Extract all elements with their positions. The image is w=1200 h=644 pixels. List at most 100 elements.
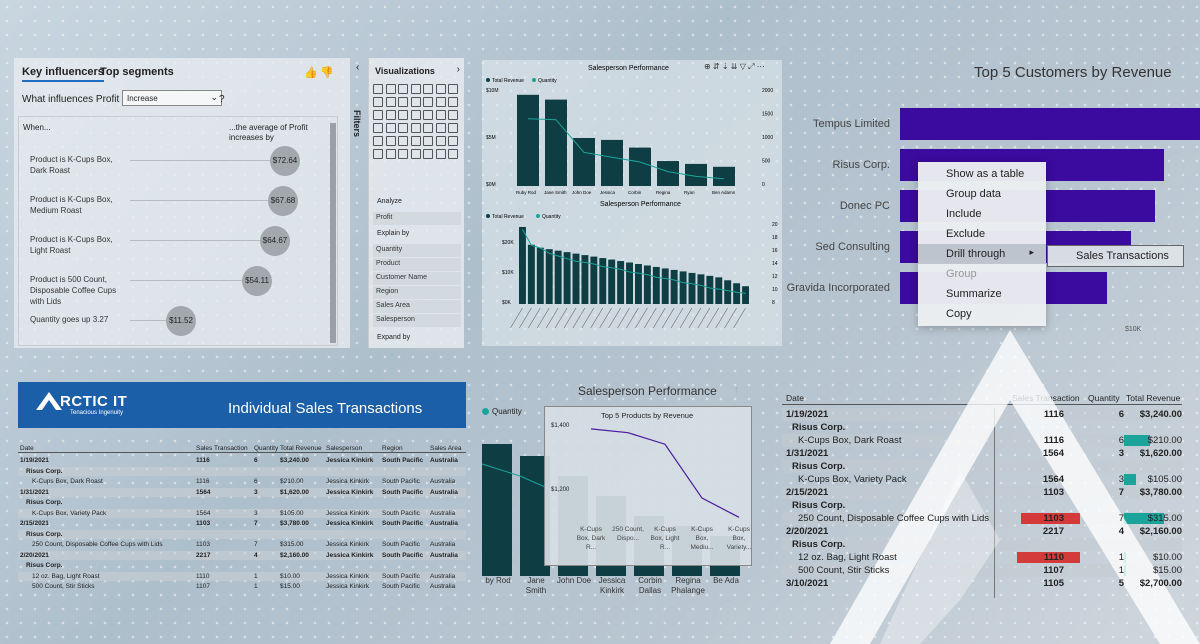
- visual-type-icon[interactable]: [435, 136, 446, 146]
- visual-type-icon[interactable]: [423, 84, 433, 94]
- sp2-category[interactable]: John Doe: [556, 576, 592, 585]
- customer-label[interactable]: Gravida Incorporated: [786, 282, 890, 294]
- sp2-category[interactable]: Be Ada: [713, 576, 739, 585]
- visual-type-icon[interactable]: [448, 84, 458, 94]
- visual-type-icon[interactable]: [373, 97, 383, 107]
- matrix-row[interactable]: Risus Corp.: [782, 499, 1182, 512]
- collapse-chevron-icon[interactable]: ‹: [356, 62, 360, 73]
- column-header[interactable]: Salesperson: [326, 445, 363, 452]
- visual-type-icon[interactable]: [448, 149, 458, 159]
- drill-up-icon[interactable]: ↑: [734, 384, 740, 396]
- thumbs-up-icon[interactable]: 👍: [304, 67, 318, 79]
- table-row[interactable]: K-Cups Box, Dark Roast 1116 6 $210.00 Jessic…: [18, 477, 466, 486]
- visual-type-icon[interactable]: [448, 110, 458, 120]
- visual-type-icon[interactable]: [398, 84, 408, 94]
- matrix-row[interactable]: K-Cups Box, Dark Roast 1116 6 $210.00: [782, 434, 1182, 447]
- matrix-row[interactable]: K-Cups Box, Variety Pack 1564 3 $105.00: [782, 473, 1182, 486]
- influencer-bubble[interactable]: $11.52: [166, 306, 196, 336]
- column-header[interactable]: Quantity: [1088, 393, 1120, 403]
- sp2-category[interactable]: by Rod: [485, 576, 511, 585]
- matrix-row[interactable]: 250 Count, Disposable Coffee Cups with L…: [782, 512, 1182, 525]
- visual-type-icon[interactable]: [373, 149, 383, 159]
- visual-type-icon[interactable]: [373, 123, 383, 133]
- matrix-row[interactable]: 2/20/2021 2217 4 $2,160.00: [782, 525, 1182, 538]
- customer-label[interactable]: Donec PC: [839, 200, 890, 212]
- customer-label[interactable]: Tempus Limited: [812, 118, 890, 130]
- visual-type-icon[interactable]: [410, 84, 421, 94]
- matrix-row[interactable]: 500 Count, Stir Sticks 1107 1 $15.00: [782, 564, 1182, 577]
- sp2-category[interactable]: Corbin Dallas: [638, 576, 662, 595]
- visual-type-icon[interactable]: [410, 136, 421, 146]
- menu-item-drill-through[interactable]: Drill through: [946, 248, 1006, 260]
- table-row[interactable]: 1/19/2021 1116 6 $3,240.00 Jessica Kinkirk So…: [18, 456, 466, 465]
- field-profit[interactable]: Profit: [373, 212, 461, 225]
- menu-item-include[interactable]: Include: [946, 208, 982, 220]
- tab-key-influencers[interactable]: Key influencers: [22, 66, 104, 82]
- table-row[interactable]: 250 Count, Disposable Coffee Cups with L…: [18, 540, 466, 549]
- column-header[interactable]: Total Revenue: [280, 445, 322, 452]
- visual-type-icon[interactable]: [385, 97, 396, 107]
- visual-type-icon[interactable]: [398, 136, 408, 146]
- tab-top-segments[interactable]: Top segments: [100, 66, 174, 78]
- visual-type-icon[interactable]: [423, 110, 433, 120]
- influencer-bubble[interactable]: $67.68: [268, 186, 298, 216]
- visual-type-icon[interactable]: [448, 123, 458, 133]
- visual-type-icon[interactable]: [423, 149, 433, 159]
- matrix-row[interactable]: Risus Corp.: [782, 421, 1182, 434]
- influencer-label[interactable]: Product is K-Cups Box, Light Roast: [30, 235, 113, 255]
- column-header[interactable]: Date: [20, 445, 34, 452]
- customer-bar[interactable]: [900, 108, 1200, 140]
- field-item[interactable]: Region: [373, 286, 461, 299]
- table-row[interactable]: 1/31/2021 1564 3 $1,620.00 Jessica Kinkirk So…: [18, 487, 466, 497]
- matrix-row[interactable]: 1/19/2021 1116 6 $3,240.00: [782, 408, 1182, 421]
- filters-pane-label[interactable]: Filters: [352, 110, 362, 138]
- visual-type-icon[interactable]: [423, 97, 433, 107]
- visual-type-icon[interactable]: [410, 123, 421, 133]
- visual-type-icon[interactable]: [385, 84, 396, 94]
- menu-item-exclude[interactable]: Exclude: [946, 228, 986, 240]
- visual-type-icon[interactable]: [435, 123, 446, 133]
- visual-type-icon[interactable]: [410, 110, 421, 120]
- menu-item-group-data[interactable]: Group data: [946, 188, 1002, 200]
- visual-type-icon[interactable]: [410, 149, 421, 159]
- matrix-row[interactable]: Risus Corp.: [782, 460, 1182, 473]
- matrix-row[interactable]: 3/10/2021 1105 5 $2,700.00: [782, 577, 1182, 590]
- influencer-label[interactable]: Quantity goes up 3.27: [30, 315, 109, 324]
- influence-dropdown[interactable]: Increase ⌄: [122, 90, 222, 106]
- matrix-row[interactable]: Risus Corp.: [782, 538, 1182, 551]
- visual-type-icon[interactable]: [435, 97, 446, 107]
- visual-type-icon[interactable]: [398, 110, 408, 120]
- visual-type-icon[interactable]: [435, 149, 446, 159]
- column-header[interactable]: Total Revenue: [1126, 393, 1181, 403]
- visual-type-icon[interactable]: [448, 136, 458, 146]
- field-item[interactable]: Salesperson: [373, 314, 461, 327]
- customer-label[interactable]: Sed Consulting: [815, 241, 890, 253]
- influencer-bubble[interactable]: $54.11: [242, 266, 272, 296]
- visual-type-icon[interactable]: [398, 123, 408, 133]
- visual-type-icon[interactable]: [385, 123, 396, 133]
- influencer-bubble[interactable]: $64.67: [260, 226, 290, 256]
- scrollbar[interactable]: [330, 123, 336, 343]
- menu-item-copy[interactable]: Copy: [946, 308, 972, 320]
- table-row[interactable]: 500 Count, Stir Sticks 1107 1 $15.00 Jessica…: [18, 582, 466, 591]
- field-item[interactable]: Product: [373, 258, 461, 271]
- menu-item-show-as-a-table[interactable]: Show as a table: [946, 168, 1025, 180]
- expand-chevron-icon[interactable]: ›: [456, 64, 460, 75]
- column-header[interactable]: Sales Transaction: [1012, 393, 1080, 403]
- column-header[interactable]: Date: [786, 393, 804, 403]
- menu-item-group[interactable]: Group: [946, 268, 977, 280]
- table-row[interactable]: 2/15/2021 1103 7 $3,780.00 Jessica Kinkirk So…: [18, 519, 466, 528]
- visual-type-icon[interactable]: [398, 149, 408, 159]
- visual-type-icon[interactable]: [385, 149, 396, 159]
- influencer-bubble[interactable]: $72.64: [270, 146, 300, 176]
- visual-type-icon[interactable]: [385, 110, 396, 120]
- visual-type-icon[interactable]: [410, 97, 421, 107]
- table-row[interactable]: K-Cups Box, Variety Pack 1564 3 $105.00 Jess…: [18, 508, 466, 518]
- menu-item-summarize[interactable]: Summarize: [946, 288, 1002, 300]
- visual-type-icon[interactable]: [435, 110, 446, 120]
- column-header[interactable]: Quantity: [254, 445, 279, 452]
- sp2-category[interactable]: Regina Phalange: [671, 576, 705, 595]
- visual-type-icon[interactable]: [373, 84, 383, 94]
- context-submenu-sales-transactions[interactable]: Sales Transactions: [1047, 245, 1184, 267]
- sp2-category[interactable]: Jessica Kinkirk: [598, 576, 626, 595]
